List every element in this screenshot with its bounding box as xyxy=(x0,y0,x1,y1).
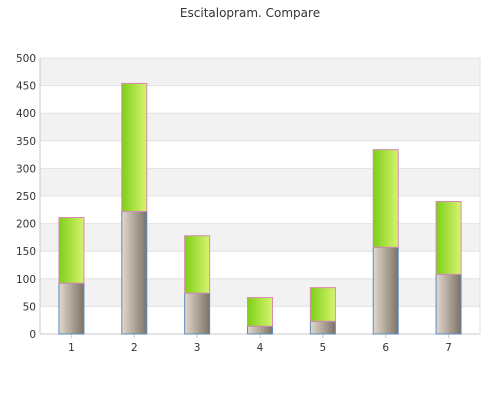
x-tick-label: 3 xyxy=(194,342,201,354)
bar-lower xyxy=(247,325,273,335)
bar-lower xyxy=(184,292,211,335)
x-tick-label: 7 xyxy=(445,342,452,354)
y-tick-label: 50 xyxy=(23,301,36,313)
x-tick-label: 2 xyxy=(131,342,138,354)
y-tick-label: 500 xyxy=(16,53,36,65)
bar-upper xyxy=(372,149,399,248)
x-tick-label: 4 xyxy=(257,342,264,354)
x-tick-label: 1 xyxy=(68,342,75,354)
chart-title: Escitalopram. Compare xyxy=(180,6,320,20)
bar-upper xyxy=(435,201,462,275)
y-tick-label: 200 xyxy=(16,219,36,231)
bar-upper xyxy=(121,82,148,212)
grid-band xyxy=(40,168,480,196)
y-tick-label: 250 xyxy=(16,191,36,203)
bar-upper xyxy=(247,297,273,327)
bar-lower xyxy=(435,273,462,335)
y-tick-label: 0 xyxy=(29,329,36,341)
y-tick-labels: 0 50 100 150 200 250 300 350 400 450 500 xyxy=(16,53,36,341)
bars xyxy=(58,82,462,335)
background-bands xyxy=(40,58,480,307)
y-tick-label: 150 xyxy=(16,246,36,258)
bar-lower xyxy=(58,282,85,335)
grid-band xyxy=(40,223,480,252)
y-tick-label: 400 xyxy=(16,108,36,120)
grid-band xyxy=(40,58,480,86)
bar-upper xyxy=(309,287,336,322)
y-tick-label: 300 xyxy=(16,163,36,175)
bar-upper xyxy=(184,235,211,294)
bar-lower xyxy=(309,320,336,335)
bar-lower xyxy=(121,210,148,335)
y-tick-label: 100 xyxy=(16,274,36,286)
x-tick-labels: 1 2 3 4 5 6 7 xyxy=(68,342,452,354)
x-tick-label: 5 xyxy=(320,342,327,354)
bar-lower xyxy=(372,246,399,335)
grid-band xyxy=(40,113,480,141)
bar-upper xyxy=(58,217,85,284)
y-tick-label: 350 xyxy=(16,136,36,148)
x-tick-label: 6 xyxy=(382,342,389,354)
y-tick-label: 450 xyxy=(16,81,36,93)
